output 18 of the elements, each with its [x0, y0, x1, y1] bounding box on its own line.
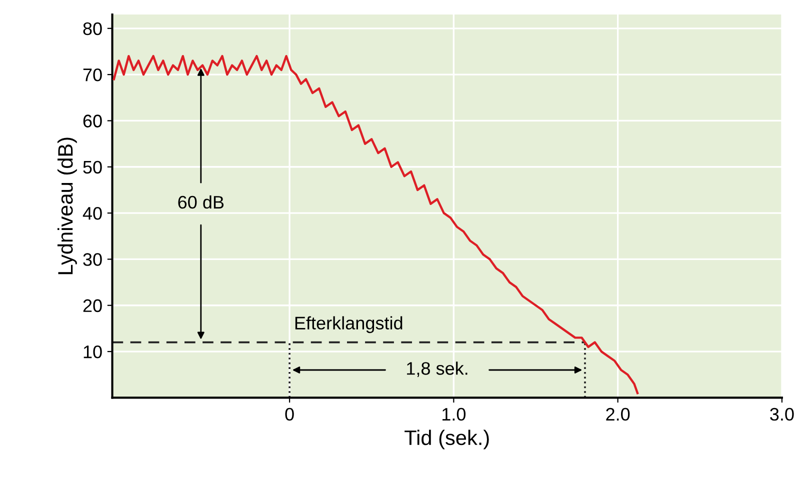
- y-tick-label: 80: [83, 22, 102, 36]
- y-tick-label: 70: [83, 68, 102, 82]
- y-tick-label: 50: [83, 160, 102, 174]
- x-tick-label: 3.0: [770, 408, 794, 421]
- annotation: 60 dB: [178, 195, 224, 209]
- y-tick-label: 60: [83, 114, 102, 128]
- x-tick-label: 1.0: [442, 408, 466, 421]
- y-axis-title: Lydniveau (dB): [58, 138, 77, 274]
- line-series: [112, 54, 639, 394]
- y-tick-label: 30: [83, 253, 102, 266]
- y-tick-label: 10: [84, 345, 102, 358]
- annotation: Efterklangstid: [295, 316, 402, 334]
- x-tick-label: 0: [285, 408, 294, 421]
- annotation: 1,8 sek.: [407, 362, 468, 377]
- x-tick-label: 2.0: [606, 408, 630, 421]
- y-tick-label: 40: [82, 206, 102, 220]
- x-axis-title: Tid (sek.): [404, 430, 489, 450]
- y-tick-label: 20: [83, 299, 102, 312]
